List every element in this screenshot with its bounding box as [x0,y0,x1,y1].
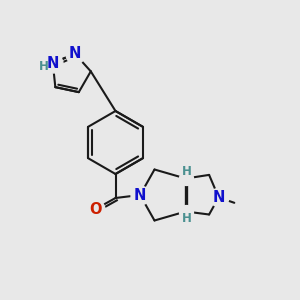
Text: N: N [212,190,225,205]
Text: N: N [134,188,146,202]
Text: N: N [69,46,81,61]
Text: H: H [182,165,192,178]
Text: H: H [39,60,49,74]
Text: H: H [182,212,192,225]
Text: O: O [89,202,101,217]
Text: N: N [46,56,59,71]
